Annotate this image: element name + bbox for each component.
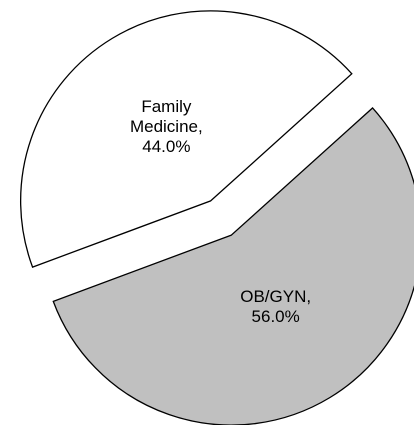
slice-label: Family Medicine, 44.0%: [130, 97, 203, 156]
slice-label: OB/GYN, 56.0%: [240, 288, 311, 327]
pie-slice: [19, 10, 353, 268]
slice-label-category: Medicine,: [130, 117, 203, 136]
slice-label-value: 44.0%: [142, 137, 190, 156]
pie-slice: [52, 107, 414, 425]
slice-label-value: 56.0%: [252, 308, 300, 327]
slice-label-category: OB/GYN,: [240, 288, 311, 307]
slice-label-category: Family: [141, 97, 192, 116]
